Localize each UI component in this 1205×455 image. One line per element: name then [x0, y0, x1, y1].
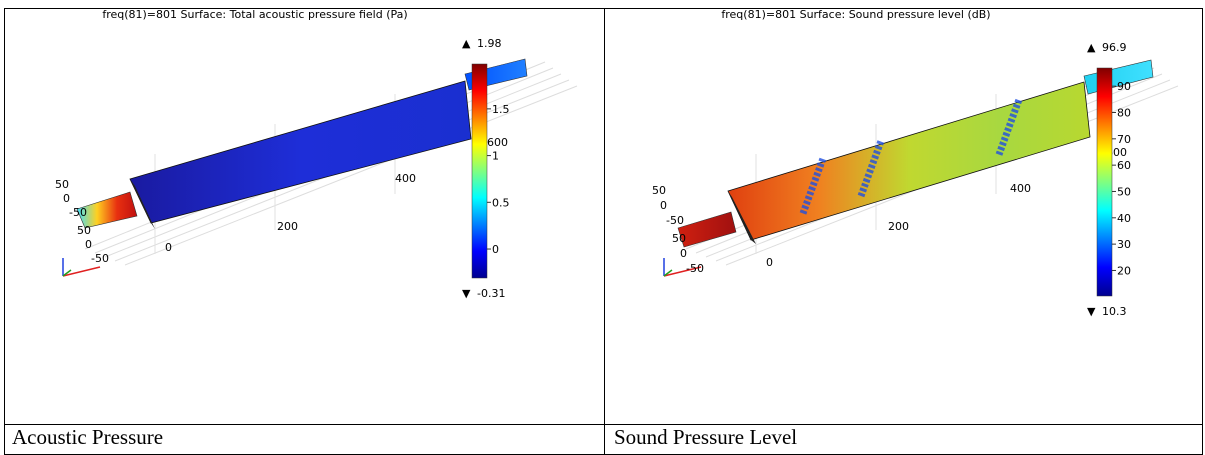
axis-label: 200: [888, 220, 909, 233]
axis-label: 0: [85, 238, 92, 251]
axis-label: 600: [487, 136, 508, 149]
colorbar-max: 1.98: [477, 37, 502, 50]
axis-label: -50: [91, 252, 109, 265]
triangle: ▲: [462, 37, 471, 50]
colorbar-tick-label: 40: [1117, 212, 1131, 225]
caption: Sound Pressure Level: [614, 425, 797, 450]
colorbar: [472, 64, 487, 278]
plot: freq(81)=801 Surface: Sound pressure lev…: [606, 4, 1202, 422]
colorbar-tick-label: 80: [1117, 106, 1131, 119]
caption: Acoustic Pressure: [12, 425, 163, 450]
plot-title: freq(81)=801 Surface: Total acoustic pre…: [102, 8, 407, 21]
tube: [678, 212, 736, 247]
colorbar-tick-label: 1: [492, 150, 499, 163]
colorbar-tick-label: 0.5: [492, 196, 510, 209]
axis-label: 50: [652, 184, 666, 197]
axis-label: -50: [686, 262, 704, 275]
axis-label: 0: [660, 199, 667, 212]
axis-label: 0: [766, 256, 773, 269]
axis-label: -50: [69, 206, 87, 219]
colorbar-tick-label: 90: [1117, 80, 1131, 93]
axis-label: -50: [666, 214, 684, 227]
colorbar: [1097, 68, 1112, 296]
colorbar-min: -0.31: [477, 287, 505, 300]
colorbar-tick-label: 70: [1117, 133, 1131, 146]
page: freq(81)=801 Surface: Total acoustic pre…: [0, 0, 1205, 455]
colorbar-tick-label: 20: [1117, 264, 1131, 277]
plot: freq(81)=801 Surface: Total acoustic pre…: [5, 4, 603, 422]
colorbar-tick-label: 0: [492, 243, 499, 256]
colorbar-max: 96.9: [1102, 41, 1127, 54]
colorbar-tick-label: 50: [1117, 185, 1131, 198]
colorbar-tick-label: 30: [1117, 238, 1131, 251]
triangle: ▼: [462, 287, 471, 300]
axis-label: 400: [1010, 182, 1031, 195]
axis-label: 50: [672, 232, 686, 245]
triangle: ▲: [1087, 41, 1096, 54]
axis-label: 400: [395, 172, 416, 185]
chamber: [728, 82, 1090, 240]
axis-label: 0: [165, 241, 172, 254]
axis-label: 0: [63, 192, 70, 205]
axis-label: 50: [77, 224, 91, 237]
axis-label: 200: [277, 220, 298, 233]
axis-label: 0: [680, 247, 687, 260]
plot-title: freq(81)=801 Surface: Sound pressure lev…: [721, 8, 990, 21]
axis-label: 50: [55, 178, 69, 191]
colorbar-min: 10.3: [1102, 305, 1127, 318]
colorbar-tick-label: 60: [1117, 159, 1131, 172]
colorbar-tick-label: 1.5: [492, 103, 510, 116]
chamber: [130, 81, 471, 223]
triangle: ▼: [1087, 305, 1096, 318]
